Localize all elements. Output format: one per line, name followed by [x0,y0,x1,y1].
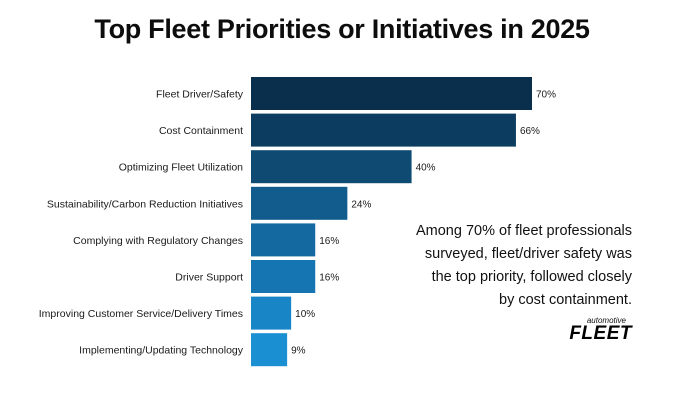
category-label-1: Fleet Driver/Safety [156,89,244,101]
bar-8 [251,333,288,367]
value-label-8: 9% [291,346,306,357]
bar-1 [251,77,532,110]
category-label-5: Complying with Regulatory Changes [73,235,243,247]
value-label-4: 24% [351,199,371,210]
value-label-3: 40% [416,163,436,174]
value-label-5: 16% [319,236,339,247]
category-label-2: Cost Containment [159,125,243,137]
category-label-4: Sustainability/Carbon Reduction Initiati… [47,198,243,210]
category-label-7: Improving Customer Service/Delivery Time… [39,308,243,320]
value-label-1: 70% [536,90,556,101]
annotation-line-1: Among 70% of fleet professionals [415,223,632,239]
category-label-8: Implementing/Updating Technology [79,345,244,357]
value-label-2: 66% [520,126,540,137]
bar-3 [251,150,412,184]
chart-title: Top Fleet Priorities or Initiatives in 2… [94,14,590,44]
annotation-text: Among 70% of fleet professionals surveye… [392,220,632,312]
annotation-line-2: surveyed, fleet/driver safety was [424,246,632,262]
value-label-6: 16% [319,273,339,284]
bar-2 [251,113,516,147]
annotation-line-3: the top priority, followed closely [431,269,632,285]
bar-7 [251,296,292,330]
automotive-fleet-logo: automotive FLEET [548,316,632,343]
category-label-6: Driver Support [175,272,243,284]
bar-4 [251,186,348,220]
bar-5 [251,223,316,257]
category-label-3: Optimizing Fleet Utilization [119,162,243,174]
value-label-7: 10% [295,309,315,320]
logo-top-text: automotive [586,316,626,325]
annotation-line-4: by cost containment. [499,292,632,308]
logo-main-text: FLEET [569,323,632,344]
bar-6 [251,260,316,293]
